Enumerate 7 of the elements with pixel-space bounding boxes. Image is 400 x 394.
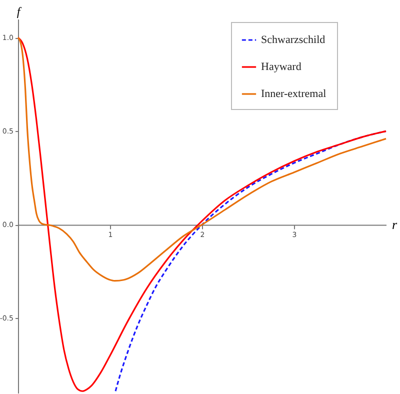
legend-label: Schwarzschild xyxy=(261,34,326,46)
y-axis-title: f xyxy=(16,4,22,18)
line-series xyxy=(17,36,387,282)
legend-label: Hayward xyxy=(261,61,302,73)
x-axis-title: r xyxy=(392,217,398,232)
legend-label: Inner-extremal xyxy=(261,88,326,100)
line-series xyxy=(17,36,387,392)
